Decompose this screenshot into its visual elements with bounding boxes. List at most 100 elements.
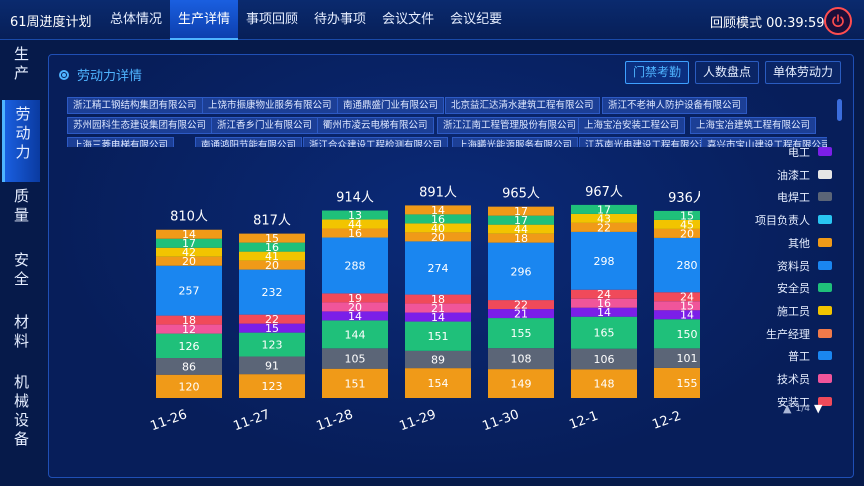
company-chip[interactable]: 浙江香乡门业有限公司 <box>211 117 319 134</box>
bar-segment[interactable] <box>571 348 637 370</box>
sidebar-item-production[interactable]: 生产 <box>2 46 40 90</box>
legend-item[interactable]: 油漆工 <box>730 165 840 185</box>
tab-meeting-minutes[interactable]: 会议纪要 <box>450 12 503 27</box>
bar-segment[interactable] <box>322 210 388 220</box>
bar-segment[interactable] <box>405 241 471 295</box>
bar-segment[interactable] <box>571 213 637 223</box>
bar-segment[interactable] <box>488 224 554 234</box>
company-chip[interactable]: 南通鸿阳节能有限公司 <box>195 137 303 147</box>
bar-segment[interactable] <box>488 318 554 349</box>
company-chip[interactable]: 嘉兴市宝山建设工程有限公司 <box>701 137 827 147</box>
company-chip[interactable]: 上海宝冶安装工程公司 <box>578 117 686 134</box>
legend-item[interactable]: 其他 <box>730 233 840 253</box>
bar-segment[interactable] <box>571 369 637 398</box>
bar-segment[interactable] <box>488 242 554 301</box>
bar-segment[interactable] <box>322 237 388 294</box>
bar-segment[interactable] <box>571 298 637 308</box>
legend-item[interactable]: 安全员 <box>730 278 840 298</box>
bar-segment[interactable] <box>654 301 700 311</box>
sidebar-item-machinery[interactable]: 机械设备 <box>2 374 40 470</box>
bar-segment[interactable] <box>488 300 554 310</box>
bar-segment[interactable] <box>156 358 222 375</box>
bar-segment[interactable] <box>405 232 471 242</box>
company-chip[interactable]: 上海三菱电梯有限公司 <box>67 137 175 147</box>
bar-segment[interactable] <box>156 238 222 248</box>
bar-segment[interactable] <box>488 348 554 370</box>
bar-segment[interactable] <box>571 316 637 349</box>
bar-segment[interactable] <box>322 311 388 321</box>
tab-meeting-files[interactable]: 会议文件 <box>382 12 435 27</box>
unit-labor-button[interactable]: 单体劳动力 <box>764 61 841 84</box>
bar-segment[interactable] <box>571 231 637 290</box>
bar-segment[interactable] <box>405 294 471 304</box>
bar-segment[interactable] <box>239 332 305 357</box>
company-chip[interactable]: 上饶市振康物业服务有限公司 <box>202 97 338 114</box>
legend-item[interactable]: 技术员 <box>730 369 840 389</box>
legend-next-icon[interactable]: ▼ <box>813 402 823 415</box>
company-chip[interactable]: 苏州园科生态建设集团有限公司 <box>67 117 213 134</box>
bar-segment[interactable] <box>322 368 388 398</box>
bar-segment[interactable] <box>654 348 700 368</box>
legend-item[interactable]: 项目负责人 <box>730 210 840 230</box>
bar-segment[interactable] <box>156 247 222 257</box>
company-chip[interactable]: 浙江不老神人防护设备有限公司 <box>602 97 748 114</box>
bar-segment[interactable] <box>654 319 700 349</box>
legend-item[interactable]: 电工 <box>730 142 840 162</box>
bar-segment[interactable] <box>156 324 222 334</box>
company-chip[interactable]: 浙江江南工程管理股份有限公司 <box>437 117 583 134</box>
bar-segment[interactable] <box>156 315 222 325</box>
legend-prev-icon[interactable]: ▲ <box>783 402 792 415</box>
company-list-scrollbar[interactable] <box>837 99 842 121</box>
tab-review[interactable]: 事项回顾 <box>246 12 299 27</box>
bar-segment[interactable] <box>322 219 388 229</box>
bar-segment[interactable] <box>322 302 388 312</box>
bar-segment[interactable] <box>239 233 305 243</box>
bar-segment[interactable] <box>322 293 388 303</box>
bar-segment[interactable] <box>405 321 471 351</box>
bar-segment[interactable] <box>239 260 305 270</box>
legend-item[interactable]: 安装工 <box>730 392 840 412</box>
company-chip[interactable]: 北京益汇达清水建筑工程有限公司 <box>445 97 600 114</box>
access-attendance-button[interactable]: 门禁考勤 <box>624 61 689 84</box>
bar-segment[interactable] <box>156 256 222 266</box>
bar-segment[interactable] <box>654 210 700 220</box>
bar-segment[interactable] <box>488 233 554 243</box>
bar-segment[interactable] <box>322 320 388 349</box>
company-chip[interactable]: 浙江合众建设工程检测有限公司 <box>303 137 449 147</box>
bar-segment[interactable] <box>239 242 305 252</box>
legend-item[interactable]: 生产经理 <box>730 324 840 344</box>
bar-segment[interactable] <box>239 356 305 375</box>
legend-item[interactable]: 施工员 <box>730 301 840 321</box>
bar-segment[interactable] <box>654 367 700 398</box>
bar-segment[interactable] <box>156 333 222 359</box>
bar-segment[interactable] <box>654 219 700 229</box>
legend-item[interactable]: 普工 <box>730 346 840 366</box>
bar-segment[interactable] <box>156 374 222 398</box>
bar-segment[interactable] <box>239 374 305 398</box>
power-button[interactable] <box>824 7 852 35</box>
sidebar-item-labor[interactable]: 劳动力 <box>2 100 40 182</box>
company-chip[interactable]: 衢州市凌云电梯有限公司 <box>317 117 434 134</box>
bar-segment[interactable] <box>571 222 637 232</box>
bar-segment[interactable] <box>322 348 388 369</box>
company-chip[interactable]: 浙江精工钢结构集团有限公司 <box>67 97 203 114</box>
bar-segment[interactable] <box>488 369 554 398</box>
tab-overview[interactable]: 总体情况 <box>110 12 163 27</box>
bar-segment[interactable] <box>405 312 471 322</box>
legend-item[interactable]: 资料员 <box>730 256 840 276</box>
bar-segment[interactable] <box>654 228 700 238</box>
bar-segment[interactable] <box>405 368 471 398</box>
bar-segment[interactable] <box>322 228 388 238</box>
tab-todo[interactable]: 待办事项 <box>314 12 367 27</box>
tab-production-details[interactable]: 生产详情 <box>170 0 239 40</box>
bar-segment[interactable] <box>571 307 637 317</box>
company-chip[interactable]: 上海宝冶建筑工程有限公司 <box>690 117 817 134</box>
headcount-button[interactable]: 人数盘点 <box>694 61 759 84</box>
bar-segment[interactable] <box>405 205 471 215</box>
bar-segment[interactable] <box>239 269 305 315</box>
company-chip[interactable]: 上海曦光能源服务有限公司 <box>452 137 579 147</box>
bar-segment[interactable] <box>571 289 637 299</box>
company-chip[interactable]: 南通鼎盛门业有限公司 <box>337 97 445 114</box>
sidebar-item-quality[interactable]: 质量 <box>2 188 40 238</box>
bar-segment[interactable] <box>654 292 700 302</box>
